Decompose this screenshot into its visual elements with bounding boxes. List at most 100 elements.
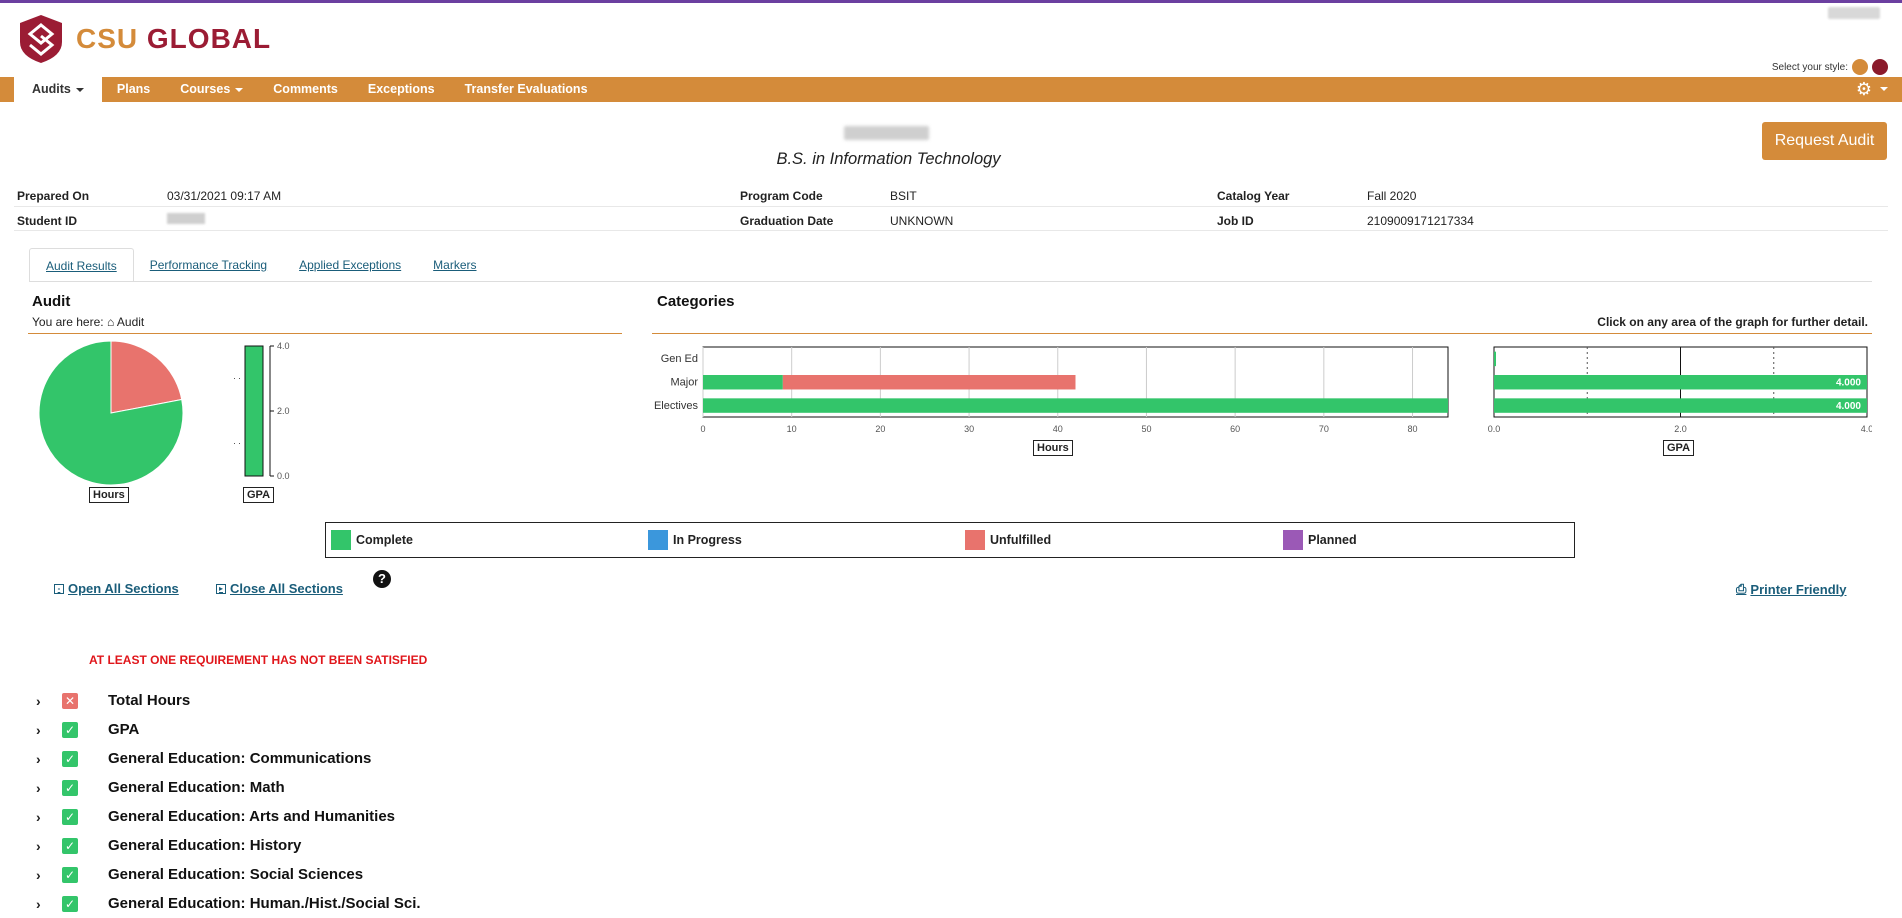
info-divider (14, 230, 1888, 231)
request-audit-button[interactable]: Request Audit (1762, 122, 1887, 160)
nav-audits[interactable]: Audits (14, 77, 102, 102)
job-id-value: 2109009171217334 (1367, 214, 1474, 228)
hours-tick-label: 20 (875, 424, 885, 434)
tab-performance-tracking[interactable]: Performance Tracking (149, 258, 268, 272)
style-swatch-maroon[interactable] (1872, 59, 1888, 75)
chevron-right-icon[interactable]: › (36, 721, 41, 738)
nav-transfer-label: Transfer Evaluations (464, 82, 588, 96)
style-selector: Select your style: (1772, 59, 1888, 75)
student-id-label: Student ID (17, 214, 77, 228)
category-label: Gen Ed (661, 353, 698, 365)
graph-click-note: Click on any area of the graph for furth… (1597, 315, 1868, 329)
breadcrumb-prefix: You are here: (32, 315, 104, 329)
hours-axis-label: Hours (1033, 440, 1073, 456)
gpa-tick-label: 4.0 (277, 341, 290, 351)
program-title: B.S. in Information Technology (776, 150, 1001, 168)
hours-tick-label: 0 (700, 424, 705, 434)
gpa-h-tick-label: 2.0 (1674, 424, 1687, 434)
nav-comments[interactable]: Comments (258, 77, 353, 102)
hours-tick-label: 10 (787, 424, 797, 434)
hours-pie-chart[interactable] (30, 336, 190, 486)
requirement-name: General Education: Communications (108, 750, 372, 767)
student-name-redacted (844, 126, 929, 140)
gpa-bar-electives[interactable] (1494, 398, 1867, 413)
breadcrumb: You are here: ⌂ Audit (32, 315, 144, 329)
user-name-redacted[interactable] (1828, 7, 1880, 19)
chevron-right-icon[interactable]: › (36, 895, 41, 912)
category-label: Electives (654, 400, 699, 412)
close-all-sections-link[interactable]: ▸ Close All Sections (216, 581, 343, 596)
program-code-label: Program Code (740, 189, 823, 203)
info-divider (14, 206, 1888, 207)
nav-transfer-evaluations[interactable]: Transfer Evaluations (450, 77, 603, 102)
check-icon: ✓ (62, 866, 78, 883)
csu-global-logo[interactable]: CSU GLOBAL (18, 14, 271, 64)
requirement-row[interactable]: › ✓ GPA (36, 715, 736, 744)
hours-bar-major-unfulfilled[interactable] (782, 375, 1076, 390)
prepared-on-value: 03/31/2021 09:17 AM (167, 189, 282, 203)
chevron-down-icon (75, 87, 84, 92)
requirement-row[interactable]: › ✓ General Education: History (36, 831, 736, 860)
requirement-name: General Education: Social Sciences (108, 866, 364, 883)
chart-legend: Complete In Progress Unfulfilled Planned (325, 522, 1575, 558)
gpa-data-label: 4.000 (1836, 377, 1861, 388)
requirement-name: General Education: History (108, 837, 302, 854)
open-all-sections-link[interactable]: - Open All Sections (54, 581, 179, 596)
chevron-right-icon[interactable]: › (36, 866, 41, 883)
nav-plans[interactable]: Plans (102, 77, 165, 102)
hours-tick-label: 60 (1230, 424, 1240, 434)
chevron-right-icon[interactable]: › (36, 692, 41, 709)
nav-audits-label: Audits (32, 82, 71, 96)
chevron-right-icon[interactable]: › (36, 808, 41, 825)
question-circle-icon[interactable]: ? (373, 570, 391, 588)
chevron-right-icon[interactable]: › (36, 750, 41, 767)
expand-box-icon: - (54, 583, 64, 594)
gpa-vertical-bar-chart[interactable]: 4.0 2.0 0.0 (230, 340, 300, 480)
requirement-row[interactable]: › ✓ General Education: Social Sciences (36, 860, 736, 889)
legend-swatch (1283, 530, 1303, 550)
gpa-tick-label: 0.0 (277, 471, 290, 480)
gpa-bar-major[interactable] (1494, 375, 1867, 390)
requirement-row[interactable]: › ✓ General Education: Arts and Humanities (36, 802, 736, 831)
style-swatch-gold[interactable] (1852, 59, 1868, 75)
chevron-right-icon[interactable]: › (36, 837, 41, 854)
requirement-row[interactable]: › ✓ General Education: Human./Hist./Social… (36, 889, 736, 918)
legend-item-in-progress: In Progress (648, 530, 742, 550)
breadcrumb-item-audit[interactable]: Audit (116, 315, 145, 329)
gear-icon[interactable]: ⚙ (1855, 79, 1872, 99)
nav-courses[interactable]: Courses (165, 77, 258, 102)
nav-comments-label: Comments (273, 82, 338, 96)
tab-audit-results[interactable]: Audit Results (29, 248, 134, 282)
brand-name: CSU GLOBAL (76, 23, 271, 55)
program-code-value: BSIT (890, 189, 917, 203)
requirement-row[interactable]: › ✓ General Education: Math (36, 773, 736, 802)
nav-exceptions[interactable]: Exceptions (353, 77, 450, 102)
requirements-list: › ✕ Total Hours › ✓ GPA › ✓ General Education: C… (36, 686, 736, 918)
gpa-data-label: 4.000 (1836, 401, 1861, 412)
tab-markers[interactable]: Markers (433, 258, 477, 272)
categories-panel-divider (652, 333, 1872, 334)
hours-bar-electives-complete[interactable] (703, 398, 1448, 413)
pie-slice-complete[interactable] (38, 340, 184, 486)
home-icon[interactable]: ⌂ (106, 315, 115, 329)
hours-bar-major-complete[interactable] (703, 375, 783, 390)
gpa-tick-label: 2.0 (277, 406, 290, 416)
catalog-year-label: Catalog Year (1217, 189, 1290, 203)
check-icon: ✓ (62, 750, 78, 767)
chevron-right-icon[interactable]: › (36, 779, 41, 796)
printer-friendly-link[interactable]: ⎙ Printer Friendly (1736, 581, 1847, 597)
categories-hours-chart[interactable]: 0 10 20 30 40 50 60 70 80 Gen Ed Major Electives (650, 340, 1460, 440)
chevron-down-icon (235, 87, 244, 92)
gpa-bar-gen-ed[interactable] (1494, 351, 1496, 367)
tabs-underline (29, 281, 1872, 282)
requirement-row[interactable]: › ✕ Total Hours (36, 686, 736, 715)
check-icon: ✓ (62, 895, 78, 912)
categories-gpa-chart[interactable]: 0.0 2.0 4.0 4.000 4.000 (1482, 340, 1872, 440)
pie-slice-unfulfilled[interactable] (110, 340, 183, 414)
check-icon: ✓ (62, 837, 78, 854)
gpa-bar[interactable] (244, 345, 264, 477)
chevron-down-icon[interactable] (1880, 87, 1888, 91)
tab-applied-exceptions[interactable]: Applied Exceptions (299, 258, 402, 272)
hours-tick-label: 70 (1319, 424, 1329, 434)
requirement-row[interactable]: › ✓ General Education: Communications (36, 744, 736, 773)
